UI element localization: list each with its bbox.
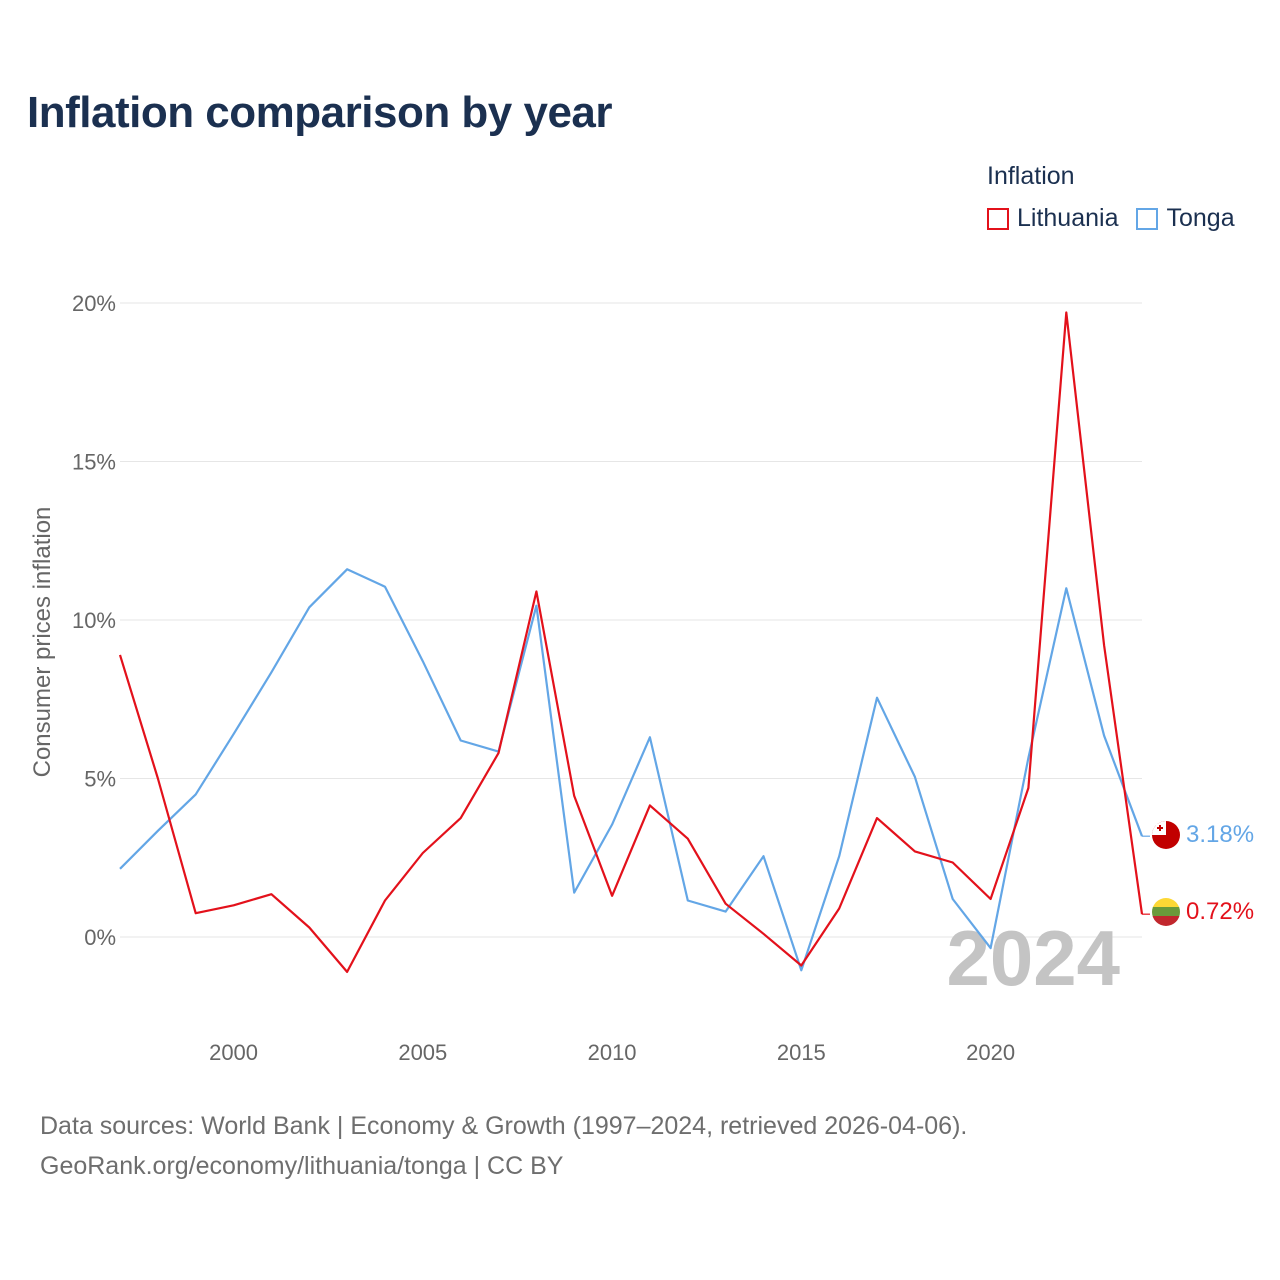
- legend-label-tonga: Tonga: [1166, 204, 1235, 232]
- lithuania-flag-icon: [1152, 898, 1180, 926]
- x-tick-label: 2010: [588, 1040, 637, 1065]
- end-label-tonga: 3.18%: [1186, 821, 1254, 848]
- y-tick-label: 5%: [84, 767, 116, 792]
- legend-swatch-tonga: [1136, 207, 1159, 230]
- x-tick-label: 2000: [209, 1040, 258, 1065]
- y-axis-label: Consumer prices inflation: [29, 507, 56, 778]
- x-axis-ticks: 2000 2005 2010 2015 2020: [209, 1040, 1015, 1065]
- source-note: Data sources: World Bank | Economy & Gro…: [40, 1106, 967, 1186]
- tonga-flag-icon: [1152, 821, 1180, 849]
- series-line-tonga[interactable]: [119, 568, 1144, 972]
- y-tick-label: 20%: [72, 291, 116, 316]
- y-tick-label: 15%: [72, 450, 116, 475]
- series-line-lithuania[interactable]: [118, 311, 1144, 974]
- end-label-lithuania: 0.72%: [1186, 898, 1254, 925]
- source-line-1: Data sources: World Bank | Economy & Gro…: [40, 1112, 968, 1140]
- chart-title: Inflation comparison by year: [27, 88, 613, 137]
- y-tick-label: 0%: [84, 925, 116, 950]
- line-chart: 0% 5% 10% 15% 20% 2000 2005 2010 2015 2020 Consu…: [29, 291, 1254, 1065]
- source-line-2[interactable]: GeoRank.org/economy/lithuania/tonga | CC…: [40, 1152, 564, 1180]
- legend-swatch-lithuania: [987, 207, 1009, 230]
- legend-label-lithuania: Lithuania: [1017, 204, 1119, 232]
- x-tick-label: 2015: [777, 1040, 826, 1065]
- x-tick-label: 2020: [966, 1040, 1015, 1065]
- legend: Lithuania Tonga: [987, 204, 1253, 233]
- legend-item-lithuania[interactable]: Lithuania: [987, 204, 1118, 233]
- year-watermark: 2024: [946, 914, 1120, 1002]
- series-lines: [118, 311, 1150, 974]
- grid-lines: [120, 302, 1142, 938]
- legend-item-tonga[interactable]: Tonga: [1136, 204, 1235, 233]
- y-axis-ticks: 0% 5% 10% 15% 20%: [72, 291, 116, 950]
- legend-title: Inflation: [987, 162, 1075, 190]
- x-tick-label: 2005: [398, 1040, 447, 1065]
- y-tick-label: 10%: [72, 608, 116, 633]
